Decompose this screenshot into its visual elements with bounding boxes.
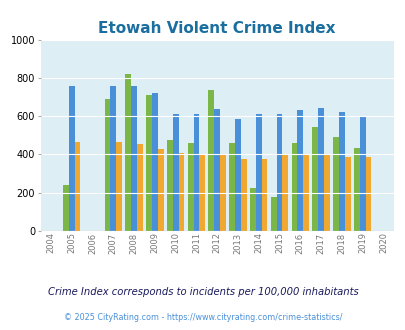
Bar [193,114,199,231]
Bar [172,114,178,231]
Bar [69,85,75,231]
Bar [63,185,69,231]
Bar [178,153,184,231]
Bar [125,74,131,231]
Bar [364,157,371,231]
Bar [75,142,80,231]
Bar [323,155,329,231]
Bar [333,137,338,231]
Title: Etowah Violent Crime Index: Etowah Violent Crime Index [98,21,335,36]
Text: © 2025 CityRating.com - https://www.cityrating.com/crime-statistics/: © 2025 CityRating.com - https://www.city… [64,313,341,322]
Bar [311,127,318,231]
Bar [229,143,234,231]
Bar [214,109,220,231]
Bar [151,93,158,231]
Bar [166,140,172,231]
Bar [344,157,350,231]
Bar [255,114,261,231]
Text: Crime Index corresponds to incidents per 100,000 inhabitants: Crime Index corresponds to incidents per… [47,287,358,297]
Bar [187,143,193,231]
Bar [359,116,364,231]
Bar [220,155,225,231]
Bar [338,112,344,231]
Bar [116,142,122,231]
Bar [249,188,255,231]
Bar [353,148,359,231]
Bar [297,111,303,231]
Bar [270,197,276,231]
Bar [261,159,267,231]
Bar [131,85,136,231]
Bar [199,155,205,231]
Bar [104,99,110,231]
Bar [136,144,143,231]
Bar [291,143,297,231]
Bar [276,114,282,231]
Bar [158,149,163,231]
Bar [303,154,308,231]
Bar [146,95,151,231]
Bar [282,155,288,231]
Bar [208,90,214,231]
Bar [240,159,246,231]
Bar [234,119,240,231]
Bar [318,108,323,231]
Bar [110,86,116,231]
